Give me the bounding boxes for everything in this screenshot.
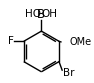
Text: HO: HO: [25, 9, 41, 19]
Text: B: B: [37, 8, 45, 21]
Text: Br: Br: [63, 68, 74, 78]
Text: F: F: [8, 36, 14, 46]
Text: OMe: OMe: [69, 37, 91, 47]
Text: OH: OH: [42, 9, 58, 19]
